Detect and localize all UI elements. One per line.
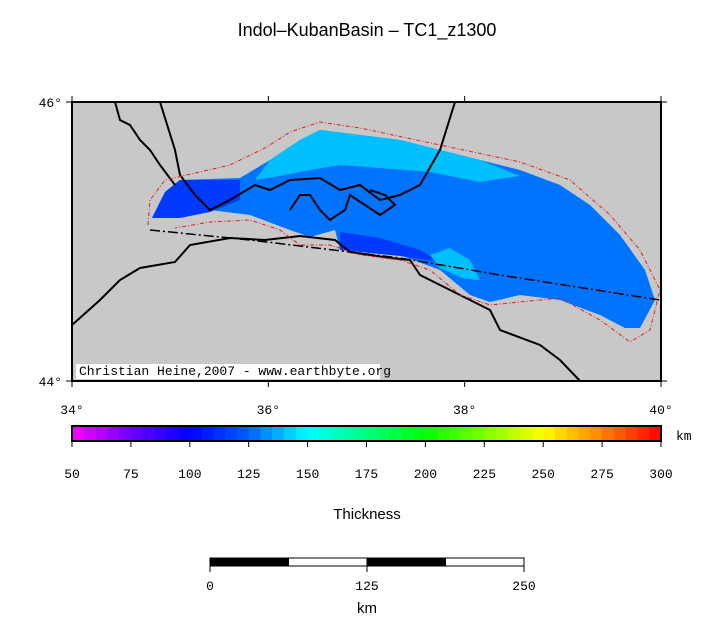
colorbar-cell <box>602 426 615 441</box>
colorbar-cell <box>390 426 403 441</box>
thickness-zone <box>255 130 520 182</box>
colorbar-cell <box>566 426 580 441</box>
map-frame <box>71 101 662 382</box>
colorbar-cell <box>95 426 108 441</box>
colorbar-cell <box>260 426 273 441</box>
colorbar-cell <box>366 426 379 441</box>
colorbar-cell <box>154 426 167 441</box>
colorbar-tick-label: 150 <box>296 467 319 482</box>
title: Indol–KubanBasin – TC1_z1300 <box>238 20 497 41</box>
colorbar-tick-label: 225 <box>473 467 496 482</box>
colorbar-cell <box>448 426 462 441</box>
colorbar-cell <box>331 426 344 441</box>
scalebar-segment <box>366 557 446 567</box>
lon-label: 34° <box>60 403 83 418</box>
colorbar-cell <box>119 426 132 441</box>
lat-label: 46° <box>39 96 62 111</box>
colorbar-cell <box>342 426 356 441</box>
colorbar-cell <box>519 426 532 441</box>
colorbar-label: Thickness <box>333 506 401 523</box>
scalebar-tick-label: 250 <box>512 579 535 594</box>
colorbar-cell <box>201 426 214 441</box>
colorbar-cell <box>413 426 426 441</box>
colorbar-cell <box>166 426 179 441</box>
colorbar-cell <box>107 426 120 441</box>
colorbar-cell <box>295 426 309 441</box>
colorbar-cell <box>83 426 97 441</box>
colorbar-cell <box>625 426 638 441</box>
credit: Christian Heine,2007 - www.earthbyte.org <box>79 364 391 379</box>
colorbar-tick-label: 125 <box>237 467 260 482</box>
colorbar-cell <box>213 426 226 441</box>
colorbar-cell <box>543 426 556 441</box>
colorbar-cell <box>613 426 627 441</box>
colorbar-cell <box>354 426 367 441</box>
colorbar-tick-label: 50 <box>64 467 80 482</box>
thickness-zone <box>152 180 240 218</box>
colorbar-cell <box>554 426 568 441</box>
scalebar-tick-label: 0 <box>206 579 214 594</box>
colorbar-unit: km <box>676 429 692 444</box>
colorbar-cell <box>637 426 650 441</box>
colorbar-cell <box>236 426 250 441</box>
colorbar-cell <box>189 426 203 441</box>
colorbar-cell <box>72 426 85 441</box>
colorbar-cell <box>401 426 415 441</box>
scalebar-unit: km <box>357 600 377 617</box>
credit-box <box>76 364 380 379</box>
colorbar-cell <box>307 426 320 441</box>
colorbar-tick-label: 100 <box>178 467 201 482</box>
thickness-zones <box>152 130 655 328</box>
scalebar-segment <box>209 557 289 567</box>
colorbar-cell <box>130 426 144 441</box>
colorbar-cell <box>531 426 544 441</box>
colorbar-cell <box>225 426 238 441</box>
colorbar-cell <box>590 426 603 441</box>
colorbar-tick-label: 250 <box>531 467 554 482</box>
colorbar-cell <box>437 426 450 441</box>
colorbar-tick-label: 200 <box>414 467 437 482</box>
colorbar-cell <box>178 426 191 441</box>
colorbar-cell <box>484 426 497 441</box>
thickness-zone <box>152 130 655 328</box>
colorbar-tick-label: 175 <box>355 467 378 482</box>
thickness-zone <box>430 248 480 280</box>
lon-label: 38° <box>453 403 476 418</box>
scalebar-segment <box>288 557 368 567</box>
colorbar-tick-label: 75 <box>123 467 139 482</box>
colorbar-cell <box>378 426 391 441</box>
colorbar-cell <box>496 426 509 441</box>
colorbar-cell <box>472 426 485 441</box>
colorbar-cell <box>578 426 591 441</box>
scalebar-segment <box>445 557 525 567</box>
colorbar-tick-label: 275 <box>590 467 613 482</box>
colorbar-cell <box>142 426 155 441</box>
lon-label: 40° <box>649 403 672 418</box>
colorbar-cell <box>319 426 332 441</box>
scalebar-tick-label: 125 <box>355 579 378 594</box>
lat-label: 44° <box>39 375 62 390</box>
colorbar-cell <box>507 426 521 441</box>
lon-label: 36° <box>257 403 280 418</box>
colorbar-cell <box>425 426 438 441</box>
colorbar-cell <box>284 426 297 441</box>
colorbar-cell <box>460 426 474 441</box>
thickness-zone <box>340 232 440 262</box>
colorbar-cell <box>649 426 662 441</box>
colorbar-cell <box>272 426 285 441</box>
colorbar-tick-label: 300 <box>649 467 672 482</box>
colorbar-cell <box>248 426 261 441</box>
